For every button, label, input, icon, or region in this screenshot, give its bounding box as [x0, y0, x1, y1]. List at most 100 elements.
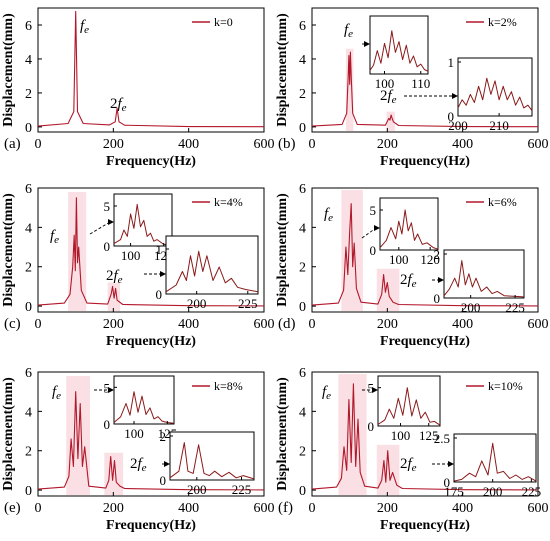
inset-frame	[165, 235, 259, 295]
x-tick-label: 0	[35, 137, 42, 152]
inset-x-tick-label: 100	[389, 252, 409, 267]
arrow-head	[164, 461, 170, 467]
y-tick-label: 0	[299, 300, 306, 315]
inset-x-tick-label: 100	[375, 76, 395, 91]
inset-x-tick-label: 225	[232, 482, 252, 497]
inset-x-tick-label: 225	[522, 484, 542, 499]
panel-label: (a)	[4, 136, 21, 152]
x-tick-label: 400	[178, 137, 199, 152]
inset-y-tick-label: 1	[156, 242, 163, 257]
fe-annotation: fe	[50, 228, 59, 246]
y-axis-label: Displacement(mm)	[275, 377, 290, 491]
highlight-band-1	[386, 111, 395, 131]
second-harmonic-annotation: 2fe	[106, 268, 123, 286]
x-axis-label: Frequency(Hz)	[106, 518, 196, 533]
inset-1: 175 200 225 0 2.5	[434, 431, 541, 499]
y-tick-label: 6	[25, 182, 32, 197]
second-harmonic-annotation: 2fe	[110, 96, 127, 114]
inset-x-tick-label: 200	[448, 118, 468, 133]
inset-x-tick-label: 100	[391, 428, 411, 443]
y-tick-label: 2	[25, 87, 32, 102]
second-harmonic-annotation: 2fe	[130, 456, 147, 474]
x-tick-label: 0	[35, 501, 42, 516]
inset-y-tick-label: 0	[444, 475, 451, 490]
panel-label: (b)	[278, 136, 296, 152]
x-tick-label: 200	[103, 317, 124, 332]
inset-series-line	[457, 77, 533, 111]
second-harmonic-annotation: 2fe	[380, 88, 397, 106]
inset-0: 100 125 0 5	[368, 375, 441, 443]
y-tick-label: 2	[299, 445, 306, 460]
inset-x-tick-label: 200	[187, 296, 207, 311]
inset-1: 200 225 0 2	[434, 247, 525, 315]
x-tick-label: 200	[103, 501, 124, 516]
plot-frame	[311, 187, 539, 313]
arrow-head	[372, 387, 378, 393]
y-tick-label: 0	[299, 121, 306, 136]
legend-label: k=4%	[214, 195, 243, 209]
x-tick-label: 0	[309, 137, 316, 152]
arrow-head	[374, 225, 380, 231]
y-tick-label: 0	[25, 121, 32, 136]
x-tick-label: 0	[309, 501, 316, 516]
inset-x-tick-label: 125	[419, 428, 439, 443]
chart-panel-a: 0 200 400 600 0 2 4 6 Frequency(Hz) Displacement(…	[1, 7, 275, 169]
inset-series-line	[113, 391, 175, 424]
panel-label: (c)	[4, 316, 21, 332]
y-axis-label: Displacement(mm)	[275, 13, 290, 127]
x-axis-label: Frequency(Hz)	[106, 154, 196, 169]
series-line	[311, 51, 539, 128]
fe-annotation: fe	[322, 384, 331, 402]
inset-series-line	[165, 250, 259, 293]
inset-y-tick-label: 0	[156, 287, 163, 302]
arrow-head	[108, 219, 114, 225]
series-line	[37, 197, 265, 307]
plot-frame	[311, 7, 539, 133]
plot-frame	[37, 187, 265, 313]
second-harmonic-annotation: 2fe	[400, 272, 417, 290]
y-tick-label: 6	[25, 366, 32, 381]
fe-annotation: fe	[80, 18, 89, 36]
arrow-head	[452, 93, 458, 99]
inset-series-line	[379, 209, 439, 250]
legend-label: k=0	[214, 15, 233, 29]
x-tick-label: 600	[528, 501, 549, 516]
x-axis-label: Frequency(Hz)	[380, 518, 470, 533]
x-tick-label: 600	[254, 137, 275, 152]
legend-label: k=2%	[488, 15, 517, 29]
y-tick-label: 4	[25, 53, 32, 68]
y-axis-label: Displacement(mm)	[1, 377, 16, 491]
y-tick-label: 4	[299, 53, 306, 68]
inset-y-tick-label: 0	[368, 419, 375, 434]
leader-arrow-0	[89, 221, 111, 235]
inset-1: 200 225 0 2	[160, 429, 255, 497]
inset-y-tick-label: 1	[448, 55, 455, 70]
inset-x-tick-label: 200	[187, 482, 207, 497]
inset-y-tick-label: 2.5	[434, 431, 450, 446]
chart-panel-d: 0 200 400 6000246Frequency(Hz)Displacement(…	[275, 182, 549, 349]
inset-y-tick-label: 5	[368, 381, 375, 396]
x-tick-label: 200	[103, 137, 124, 152]
inset-y-tick-label: 0	[434, 291, 441, 306]
chart-panel-b: 0 200 400 6000246Frequency(Hz)Displacement(…	[275, 7, 549, 169]
inset-0: 100 120 0 5	[370, 197, 440, 267]
inset-y-tick-label: 2	[434, 247, 441, 262]
inset-x-tick-label: 110	[411, 76, 430, 91]
inset-series-line	[369, 30, 429, 72]
y-tick-label: 0	[25, 300, 32, 315]
legend-label: k=8%	[214, 379, 243, 393]
series-line	[37, 391, 265, 491]
x-axis-label: Frequency(Hz)	[380, 334, 470, 349]
x-tick-label: 400	[452, 317, 473, 332]
chart-panel-f: 0 200 400 600 0 2 4 6 Frequency(Hz) Displacement(…	[275, 366, 549, 533]
series-line	[311, 203, 539, 307]
arrow-head	[160, 271, 166, 277]
x-axis-label: Frequency(Hz)	[380, 154, 470, 169]
inset-frame	[369, 15, 429, 75]
x-tick-label: 200	[377, 501, 398, 516]
inset-x-tick-label: 120	[420, 252, 440, 267]
y-tick-label: 4	[25, 405, 32, 420]
panel-label: (d)	[278, 316, 296, 332]
x-axis-label: Frequency(Hz)	[106, 334, 196, 349]
